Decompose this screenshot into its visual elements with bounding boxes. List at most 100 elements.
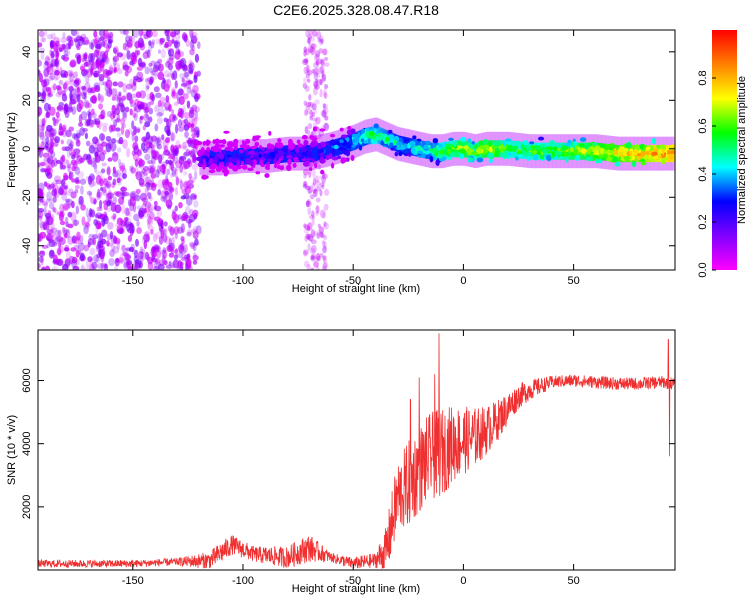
noise-blob: [68, 143, 74, 150]
noise-blob: [73, 219, 78, 227]
noise-blob: [188, 172, 192, 180]
noise-blob: [91, 61, 98, 70]
noise-blob: [160, 195, 167, 202]
noise-blob: [112, 55, 120, 62]
noise-blob: [155, 38, 161, 45]
noise-blob: [171, 236, 175, 246]
noise-blob: [114, 49, 120, 57]
noise-strip-blob: [307, 185, 313, 194]
ridge-blob: [277, 150, 285, 156]
noise-blob: [75, 231, 81, 241]
noise-strip-blob: [322, 109, 327, 119]
noise-blob: [96, 191, 103, 199]
noise-blob: [47, 229, 55, 239]
ridge-blob: [381, 133, 388, 138]
noise-blob: [61, 178, 66, 188]
noise-blob: [182, 160, 188, 170]
noise-blob: [90, 67, 94, 76]
noise-blob: [87, 85, 93, 96]
noise-blob: [183, 71, 190, 78]
ridge-blob: [361, 128, 366, 134]
noise-blob: [155, 111, 163, 118]
ridge-blob: [384, 136, 390, 142]
ridge-blob: [503, 150, 509, 157]
noise-blob: [135, 170, 143, 181]
noise-blob: [171, 87, 177, 95]
ridge-blob: [387, 129, 393, 134]
noise-blob: [63, 204, 70, 210]
noise-strip-blob: [323, 92, 328, 99]
noise-blob: [107, 139, 112, 149]
ridge-blob: [218, 147, 222, 153]
noise-blob: [180, 82, 188, 87]
noise-blob: [179, 108, 184, 119]
noise-blob: [42, 152, 50, 158]
noise-blob: [38, 212, 42, 219]
noise-blob: [138, 30, 144, 37]
noise-blob: [176, 226, 184, 234]
noise-blob: [44, 30, 48, 37]
noise-blob: [148, 62, 153, 71]
noise-blob: [182, 93, 189, 100]
noise-blob: [153, 150, 160, 161]
colorbar-label: Normalized spectral amplitude: [736, 76, 748, 224]
ridge-band: [283, 145, 287, 163]
noise-blob: [92, 181, 96, 187]
noise-blob: [74, 185, 80, 190]
ridge-blob: [297, 153, 302, 157]
ridge-blob: [208, 158, 215, 165]
noise-blob: [189, 106, 195, 115]
spectrogram-plot-area: [38, 30, 675, 270]
noise-blob: [58, 47, 63, 53]
noise-blob: [64, 258, 71, 269]
ridge-blob: [249, 160, 254, 167]
noise-blob: [122, 139, 128, 150]
noise-blob: [181, 32, 188, 40]
ridge-blob: [226, 154, 232, 158]
noise-blob: [68, 150, 73, 157]
ridge-blob: [204, 150, 210, 157]
noise-strip-blob: [323, 103, 329, 110]
ridge-blob: [306, 151, 313, 158]
noise-blob: [101, 229, 108, 238]
noise-blob: [191, 44, 196, 52]
noise-blob: [58, 79, 64, 86]
noise-blob: [184, 205, 191, 216]
figure-title: C2E6.2025.328.08.47.R18: [273, 2, 439, 18]
noise-strip-blob: [303, 58, 309, 64]
ridge-band: [313, 144, 317, 162]
noise-blob: [43, 102, 50, 112]
ridge-blob: [618, 151, 623, 157]
noise-blob: [101, 122, 109, 127]
noise-blob: [77, 90, 83, 96]
noise-blob: [118, 136, 124, 145]
noise-blob: [108, 141, 113, 150]
ridge-band: [242, 147, 246, 165]
noise-blob: [53, 36, 60, 45]
ridge-blob: [470, 151, 478, 156]
noise-blob: [117, 158, 122, 165]
noise-strip-blob: [316, 232, 321, 239]
x-tick-label: -150: [122, 275, 144, 287]
noise-blob: [128, 35, 133, 43]
ridge-blob: [432, 137, 439, 144]
noise-blob: [75, 139, 81, 147]
noise-blob: [151, 94, 155, 102]
ridge-blob: [301, 134, 308, 140]
noise-blob: [103, 39, 108, 49]
noise-strip-blob: [306, 263, 311, 270]
noise-blob: [65, 198, 73, 206]
ridge-band: [224, 149, 227, 167]
noise-blob: [167, 48, 175, 57]
ridge-blob: [311, 157, 316, 163]
noise-blob: [84, 82, 91, 90]
noise-blob: [170, 132, 176, 142]
noise-blob: [156, 244, 161, 251]
noise-blob: [67, 223, 74, 229]
ridge-blob: [252, 135, 257, 142]
noise-blob: [171, 228, 177, 234]
ridge-blob: [488, 146, 493, 153]
noise-blob: [50, 32, 56, 40]
ridge-blob: [437, 147, 441, 151]
noise-blob: [90, 42, 95, 51]
